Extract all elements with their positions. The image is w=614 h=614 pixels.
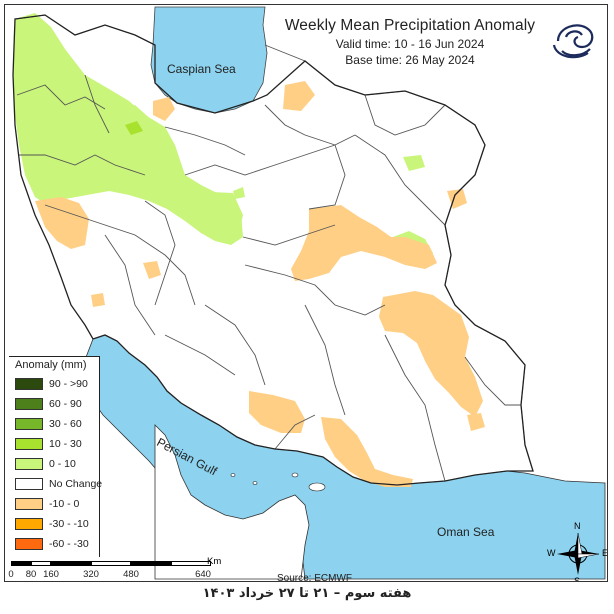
compass-w: W (547, 548, 556, 558)
map-title: Weekly Mean Precipitation Anomaly (284, 17, 536, 34)
map-frame: Weekly Mean Precipitation Anomaly Valid … (4, 4, 608, 582)
scale-bar: 0 80 160 320 480 640 Km (8, 556, 221, 581)
legend-swatch (15, 418, 43, 430)
arabian-coast (154, 424, 310, 580)
legend-item: -30 - -10 (15, 517, 89, 531)
legend-swatch (15, 398, 43, 410)
base-time: Base time: 26 May 2024 (345, 53, 475, 67)
legend-item: -10 - 0 (15, 497, 79, 511)
legend: Anomaly (mm) 90 - >90 60 - 90 30 - 60 10… (9, 356, 102, 557)
caspian-sea-label: Caspian Sea (167, 62, 236, 76)
scale-tick: 80 (25, 569, 37, 580)
scale-tick: 480 (123, 569, 139, 580)
persian-week-caption: هفته سوم – ۲۱ تا ۲۷ خرداد ۱۴۰۳ (202, 586, 412, 601)
legend-swatch (15, 518, 43, 530)
legend-swatch (15, 378, 43, 390)
scale-tick: 320 (83, 569, 99, 580)
compass-e: E (602, 548, 608, 558)
precipitation-map (12, 6, 606, 580)
scale-tick: 0 (8, 569, 14, 580)
scale-tick: 640 (195, 569, 211, 580)
legend-swatch (15, 498, 43, 510)
legend-item: No Change (15, 477, 102, 491)
legend-swatch (15, 478, 43, 490)
legend-item: 0 - 10 (15, 457, 76, 471)
legend-item: 60 - 90 (15, 397, 82, 411)
scale-tick: 160 (43, 569, 59, 580)
legend-title: Anomaly (mm) (15, 359, 87, 371)
oman-sea-label: Oman Sea (437, 525, 495, 539)
legend-item: -60 - -30 (15, 537, 89, 551)
islands (230, 472, 326, 492)
legend-swatch (15, 538, 43, 550)
valid-time: Valid time: 10 - 16 Jun 2024 (335, 37, 485, 51)
data-source: Source: ECMWF (277, 573, 353, 582)
legend-item: 90 - >90 (15, 377, 88, 391)
legend-item: 30 - 60 (15, 417, 82, 431)
legend-item: 10 - 30 (15, 437, 82, 451)
swirl-logo-icon (552, 24, 594, 59)
title-block: Weekly Mean Precipitation Anomaly Valid … (255, 17, 565, 67)
legend-swatch (15, 458, 43, 470)
iran-outline (12, 14, 534, 486)
legend-swatch (15, 438, 43, 450)
compass-s: S (574, 576, 581, 582)
negative-anomaly-areas (35, 81, 485, 487)
organization-logo (548, 15, 604, 85)
moderate-positive-anomaly (125, 121, 143, 135)
caspian-sea (150, 6, 268, 114)
compass-n: N (574, 521, 581, 531)
compass-rose-icon: N S E W (545, 521, 608, 582)
scale-unit: Km (207, 556, 222, 567)
